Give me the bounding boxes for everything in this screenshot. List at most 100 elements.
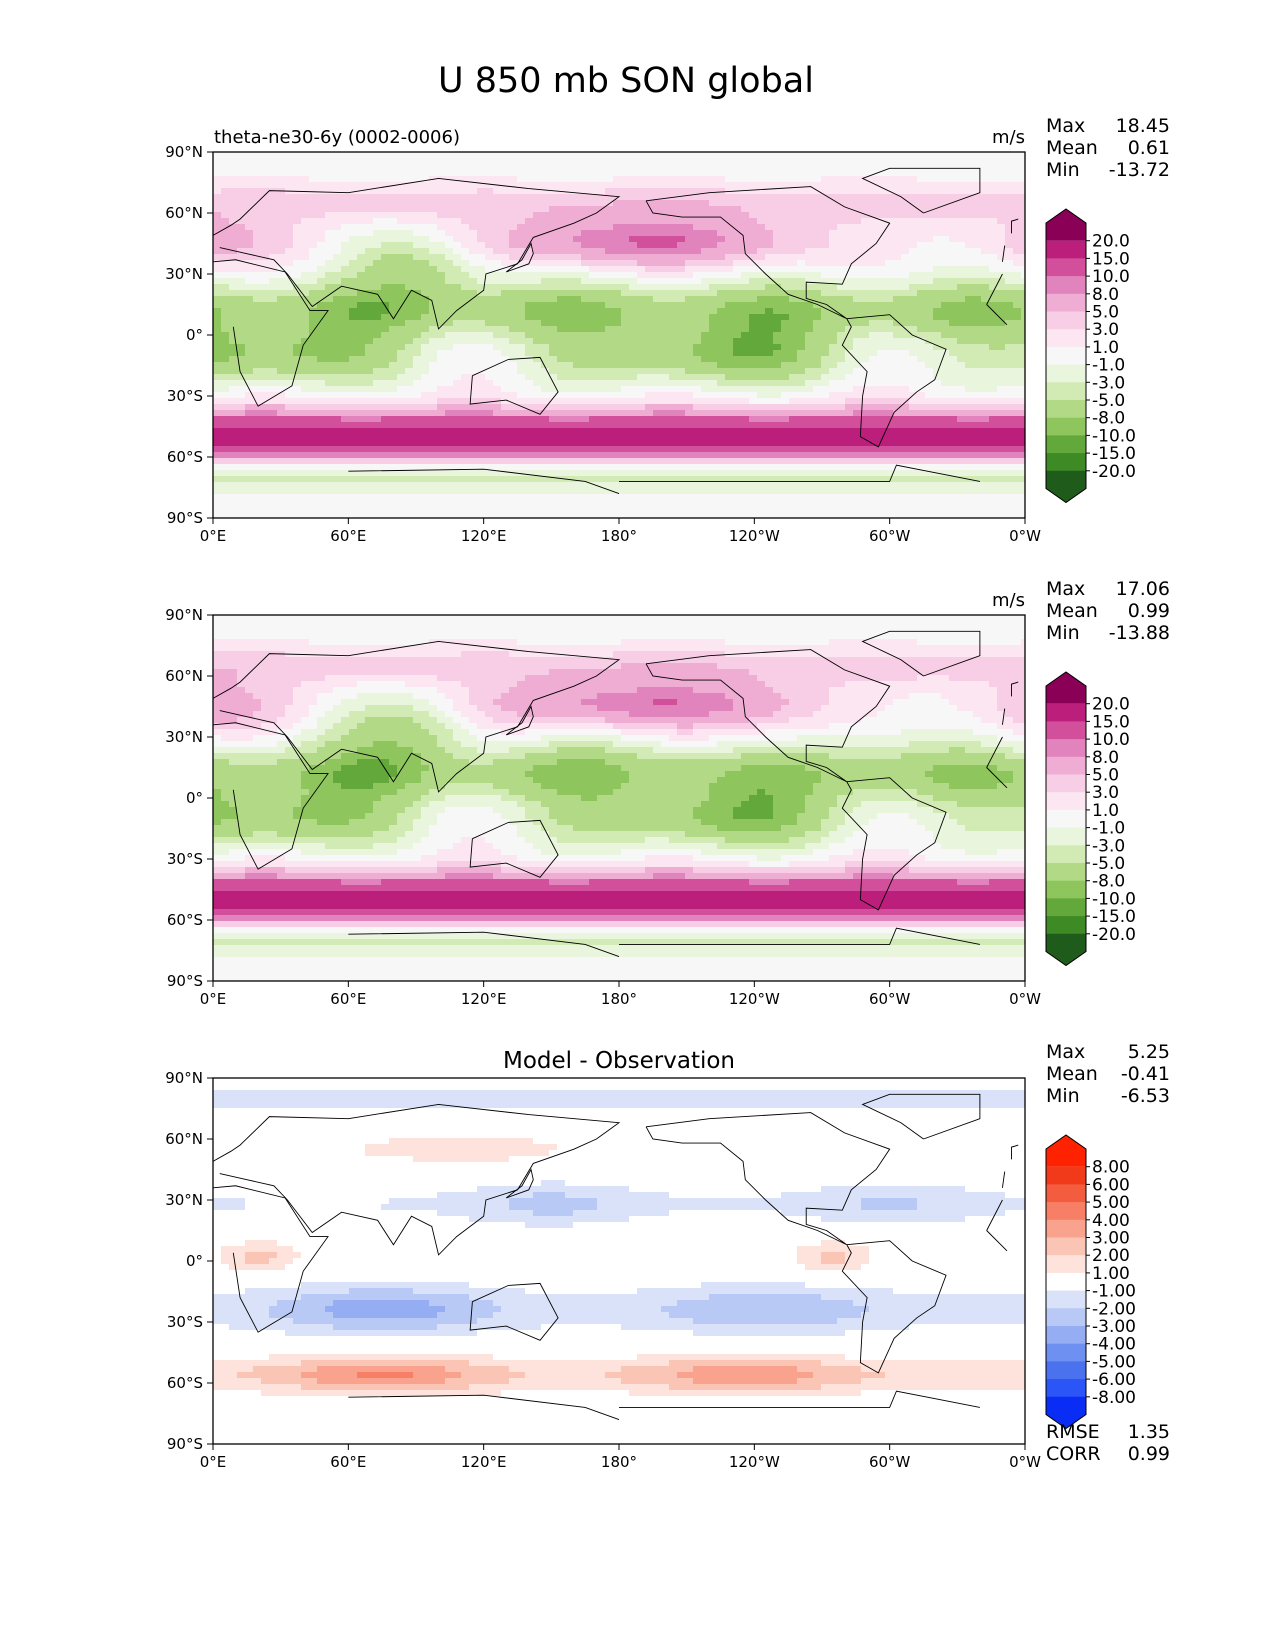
field-cell (493, 254, 502, 261)
field-cell (909, 188, 918, 195)
field-cell (229, 422, 238, 429)
field-cell (549, 170, 558, 177)
field-cell (405, 218, 414, 225)
field-cell (981, 410, 990, 417)
field-cell (685, 308, 694, 315)
field-cell (845, 296, 854, 303)
field-cell (309, 200, 318, 207)
field-cell (653, 434, 662, 441)
field-cell (877, 218, 886, 225)
field-cell (693, 374, 702, 381)
field-cell (1013, 272, 1022, 279)
field-cell (677, 368, 686, 375)
field-cell (845, 158, 854, 165)
field-cell (405, 272, 414, 279)
field-cell (781, 194, 790, 201)
field-cell (413, 386, 422, 393)
field-cell (461, 242, 470, 249)
field-cell (661, 326, 670, 333)
field-cell (381, 248, 390, 255)
field-cell (805, 338, 814, 345)
field-cell (941, 170, 950, 177)
field-cell (941, 320, 950, 327)
field-cell (277, 404, 286, 411)
field-cell (333, 164, 342, 171)
field-cell (477, 362, 486, 369)
field-cell (429, 356, 438, 363)
field-cell (429, 266, 438, 273)
field-cell (261, 386, 270, 393)
field-cell (469, 422, 478, 429)
field-cell (213, 380, 222, 387)
field-cell (277, 440, 286, 447)
field-cell (229, 374, 238, 381)
field-cell (821, 308, 830, 315)
field-cell (597, 416, 606, 423)
field-cell (997, 332, 1006, 339)
field-cell (749, 212, 758, 219)
field-cell (741, 416, 750, 423)
field-cell (925, 272, 934, 279)
field-cell (421, 368, 430, 375)
field-cell (461, 320, 470, 327)
field-cell (349, 296, 358, 303)
field-cell (221, 338, 230, 345)
field-cell (701, 380, 710, 387)
field-cell (477, 242, 486, 249)
field-cell (629, 266, 638, 273)
field-cell (557, 290, 566, 297)
field-cell (453, 320, 462, 327)
field-cell (277, 326, 286, 333)
field-cell (445, 194, 454, 201)
field-cell (621, 302, 630, 309)
field-cell (813, 392, 822, 399)
field-cell (685, 158, 694, 165)
field-cell (941, 386, 950, 393)
field-cell (485, 410, 494, 417)
field-cell (349, 398, 358, 405)
field-cell (629, 194, 638, 201)
field-cell (413, 272, 422, 279)
field-cell (909, 404, 918, 411)
field-cell (317, 440, 326, 447)
field-cell (813, 362, 822, 369)
field-cell (349, 368, 358, 375)
field-cell (749, 374, 758, 381)
field-cell (597, 380, 606, 387)
field-cell (605, 254, 614, 261)
field-cell (1021, 434, 1025, 441)
field-cell (301, 242, 310, 249)
field-cell (973, 308, 982, 315)
field-cell (277, 368, 286, 375)
field-cell (925, 392, 934, 399)
field-cell (237, 182, 246, 189)
field-cell (325, 248, 334, 255)
field-cell (637, 176, 646, 183)
field-cell (781, 212, 790, 219)
field-cell (901, 170, 910, 177)
field-cell (869, 308, 878, 315)
field-cell (717, 416, 726, 423)
field-cell (509, 374, 518, 381)
field-cell (621, 410, 630, 417)
field-cell (445, 320, 454, 327)
field-cell (925, 422, 934, 429)
field-cell (637, 320, 646, 327)
field-cell (533, 428, 542, 435)
field-cell (813, 284, 822, 291)
field-cell (613, 278, 622, 285)
field-cell (789, 422, 798, 429)
field-cell (749, 356, 758, 363)
field-cell (981, 266, 990, 273)
field-cell (413, 224, 422, 231)
field-cell (741, 200, 750, 207)
field-cell (461, 284, 470, 291)
field-cell (629, 332, 638, 339)
field-cell (301, 284, 310, 291)
field-cell (389, 278, 398, 285)
field-cell (749, 170, 758, 177)
field-cell (477, 218, 486, 225)
field-cell (445, 440, 454, 447)
field-cell (477, 404, 486, 411)
field-cell (541, 302, 550, 309)
